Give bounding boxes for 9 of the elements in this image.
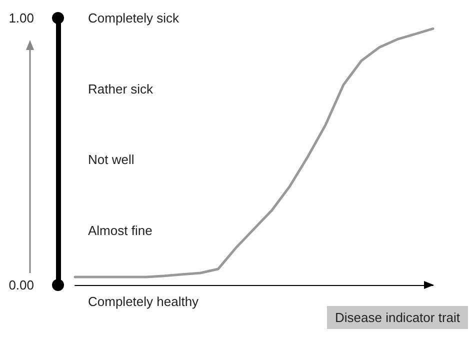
annotation: Almost fine xyxy=(88,222,152,238)
text: Completely healthy xyxy=(88,294,200,309)
x-axis-title: Disease indicator trait xyxy=(335,310,460,325)
line-series xyxy=(74,27,434,278)
annotation: Not well xyxy=(88,152,134,168)
y-tick-label: 1.00 xyxy=(8,10,34,26)
annotation: Rather sick xyxy=(88,81,154,96)
y-tick-label: 0.00 xyxy=(8,278,34,292)
annotation: Completely sick xyxy=(88,10,180,26)
